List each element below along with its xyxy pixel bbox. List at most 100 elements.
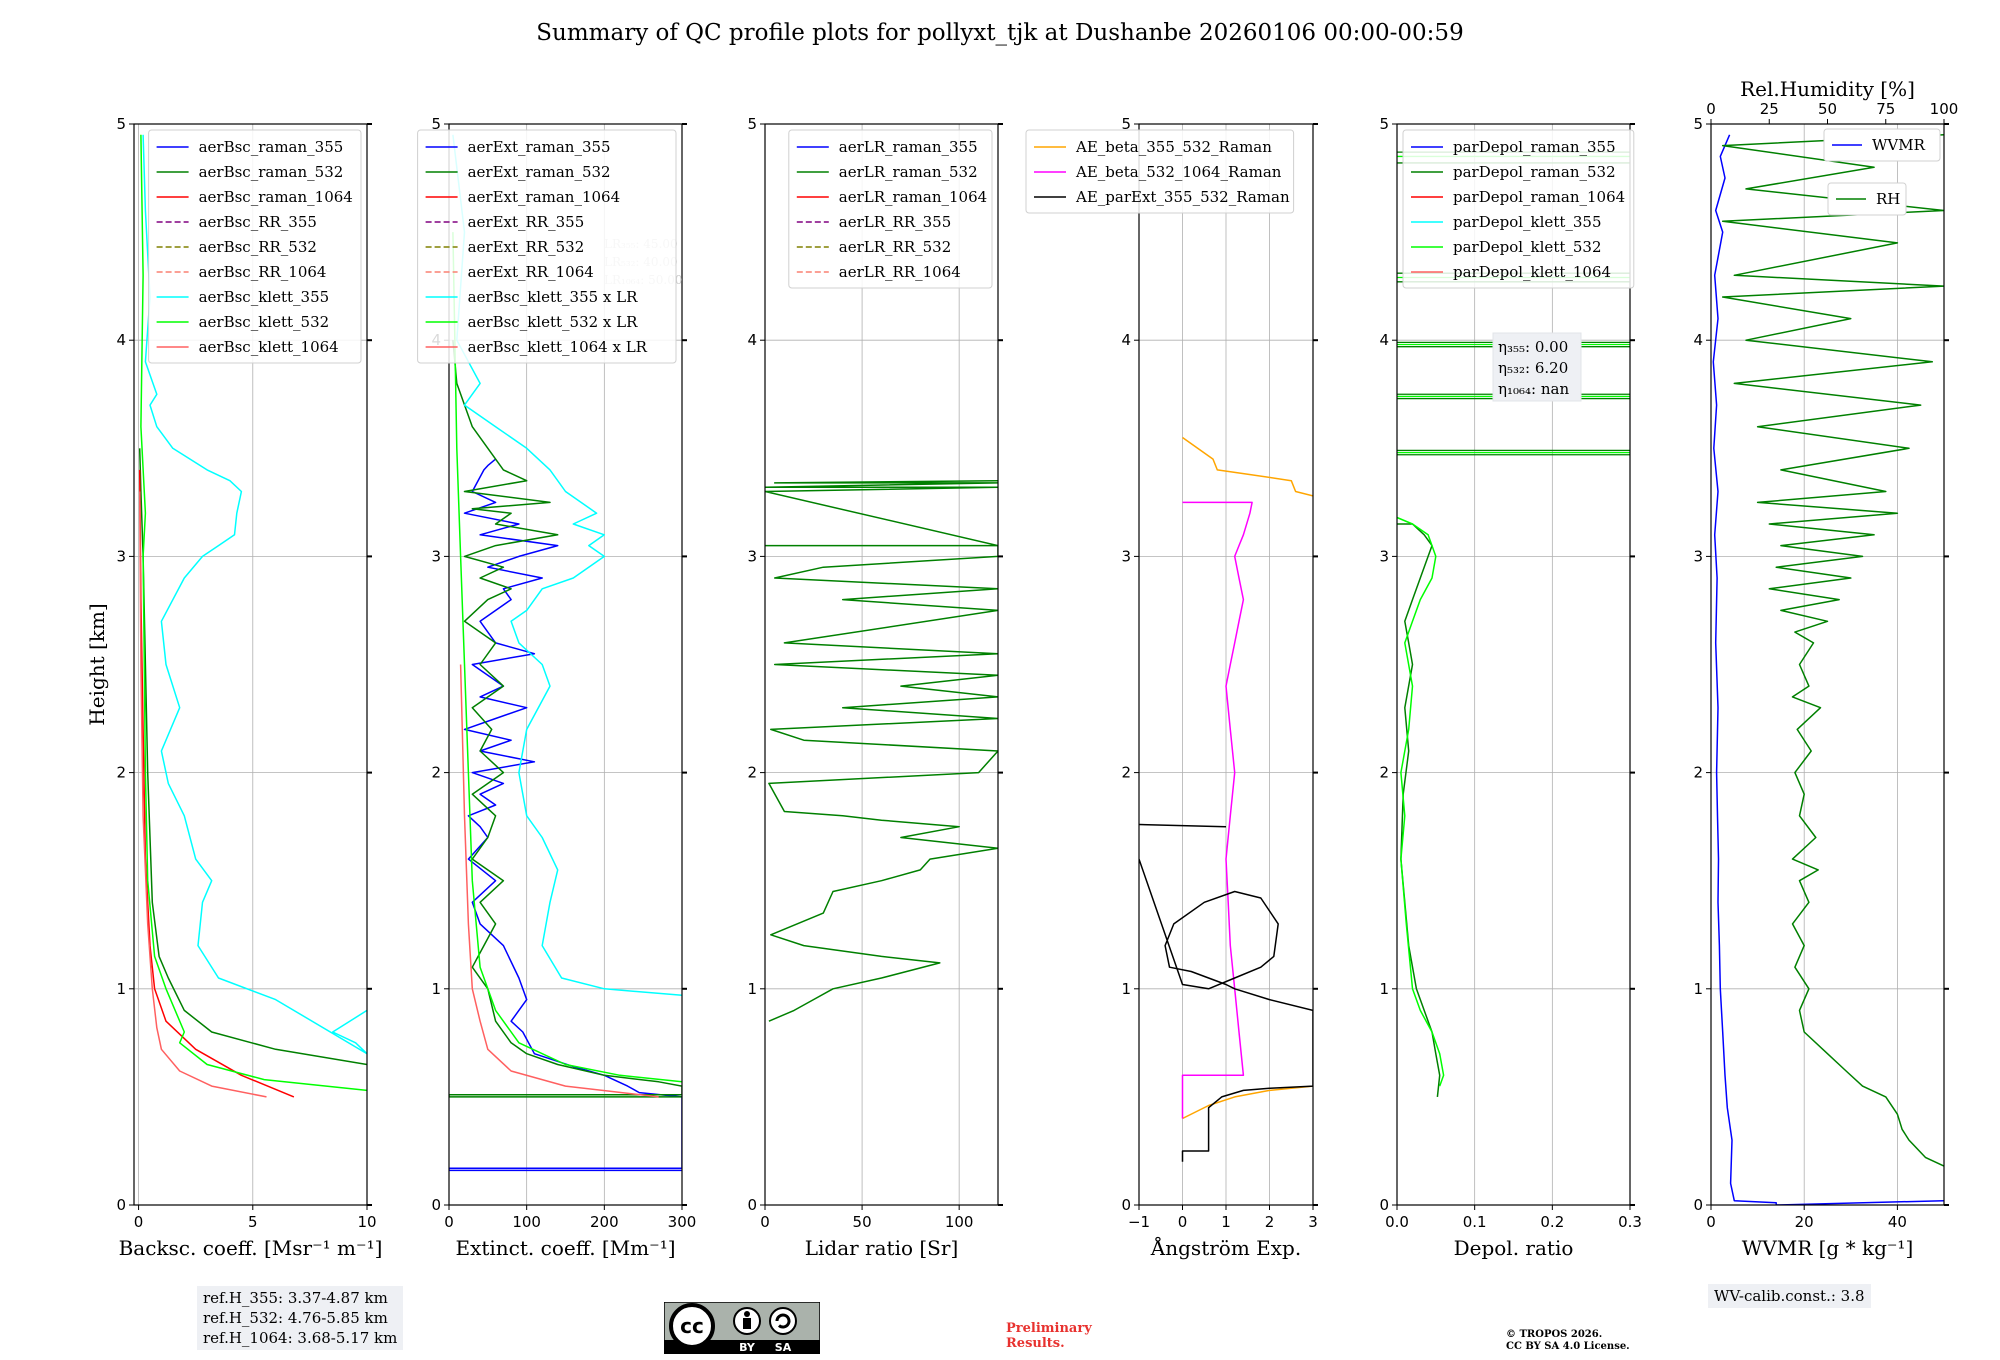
legend-label: aerExt_RR_355 — [468, 213, 585, 231]
preliminary-line-1: Preliminary — [1006, 1321, 1092, 1336]
refh-1064: ref.H_1064: 3.68-5.17 km — [203, 1329, 398, 1347]
cc-letters: cc — [680, 1314, 704, 1338]
preliminary-results-note: Preliminary Results. — [1006, 1321, 1092, 1351]
x-axis-label: WVMR [g * kg⁻¹] — [1742, 1236, 1914, 1260]
legend-box — [788, 129, 993, 289]
y-tick-label: 5 — [1693, 115, 1703, 133]
cc-circle-icon — [669, 1303, 715, 1349]
legend-label: aerExt_raman_1064 — [468, 188, 621, 206]
top-x-tick-label: 50 — [1818, 100, 1837, 118]
x-tick-label: 5 — [248, 1213, 258, 1231]
panel-1: 0 5 10 0 1 2 3 4 5 Backsc. coeff. [Msr⁻¹ m⁻¹] Heig… — [85, 115, 382, 1260]
y-tick-label: 4 — [1121, 331, 1131, 349]
series-group — [1712, 134, 1944, 1205]
series-aerbsc-klett-355 — [142, 134, 367, 1055]
series-aerbsc-raman-1064 — [138, 469, 295, 1098]
panel-3: 0 50 100 0 1 2 3 4 5 Lidar ratio [Sr] aerLR_raman_… — [747, 115, 1003, 1260]
series-aerbsc-klett-532-x-lr — [452, 232, 682, 1083]
x-tick-label: 1 — [1221, 1213, 1231, 1231]
y-tick-label: 2 — [747, 764, 757, 782]
series-pardepol-klett-532 — [1397, 516, 1445, 1087]
legend-label: aerBsc_klett_532 x LR — [468, 313, 639, 331]
copyright-line-2: CC BY SA 4.0 License. — [1506, 1341, 1630, 1352]
top-x-tick-label: 75 — [1876, 100, 1895, 118]
refh-532: ref.H_532: 4.76-5.85 km — [203, 1309, 388, 1327]
y-tick-label: 2 — [431, 764, 441, 782]
series-group — [449, 134, 682, 1172]
legend-label: RH — [1876, 190, 1900, 208]
series-group — [1397, 151, 1630, 1097]
y-tick-label: 0 — [1379, 1196, 1389, 1214]
legend-label: aerLR_RR_532 — [839, 238, 951, 256]
x-tick-label: 0.3 — [1618, 1213, 1642, 1231]
legend-label: parDepol_raman_355 — [1453, 138, 1616, 156]
y-tick-label: 1 — [116, 980, 126, 998]
series-ae-beta-355-532-raman-segment — [1182, 436, 1313, 497]
series-aerext-raman-532 — [449, 340, 682, 1098]
y-tick-label: 5 — [1379, 115, 1389, 133]
legend-label: aerExt_RR_532 — [468, 238, 585, 256]
legend-label: parDepol_klett_1064 — [1453, 263, 1611, 281]
refh-355: ref.H_355: 3.37-4.87 km — [203, 1289, 388, 1307]
x-tick-label: 0.0 — [1385, 1213, 1409, 1231]
top-x-axis-label: Rel.Humidity [%] — [1740, 77, 1915, 101]
axes-frame — [764, 123, 999, 1206]
y-tick-label: 2 — [1379, 764, 1389, 782]
y-tick-label: 5 — [1121, 115, 1131, 133]
y-tick-label: 5 — [747, 115, 757, 133]
person-body-icon — [743, 1318, 751, 1329]
y-axis-label: Height [km] — [85, 603, 109, 725]
legend-label: AE_beta_355_532_Raman — [1075, 138, 1272, 156]
series-aerext-raman-355 — [449, 458, 682, 1172]
x-tick-label: 3 — [1308, 1213, 1318, 1231]
y-tick-label: 2 — [116, 764, 126, 782]
y-tick-label: 0 — [116, 1196, 126, 1214]
y-tick-label: 1 — [431, 980, 441, 998]
legend-box — [148, 129, 362, 364]
eta-value: η₁₀₆₄: nan — [1498, 380, 1569, 398]
series-aerbsc-klett-1064-x-lr — [459, 664, 659, 1098]
legend-label: aerLR_RR_1064 — [839, 263, 961, 281]
y-tick-label: 4 — [116, 331, 126, 349]
preliminary-line-2: Results. — [1006, 1336, 1065, 1351]
x-tick-label: 0.1 — [1463, 1213, 1487, 1231]
legend-box — [417, 129, 677, 364]
series-group — [1139, 436, 1313, 1162]
series-wvmr — [1712, 134, 1944, 1205]
legend-label: WVMR — [1872, 136, 1926, 154]
legend-label: aerExt_raman_532 — [468, 163, 611, 181]
legend-label: aerBsc_raman_355 — [199, 138, 344, 156]
y-tick-label: 0 — [747, 1196, 757, 1214]
y-tick-label: 0 — [1121, 1196, 1131, 1214]
y-tick-label: 4 — [747, 331, 757, 349]
x-tick-label: 50 — [853, 1213, 872, 1231]
sa-label: SA — [775, 1341, 792, 1354]
series-ae-parext-355-532-raman-segment — [1139, 823, 1227, 828]
series-rh — [1721, 134, 1944, 1167]
legend-label: AE_beta_532_1064_Raman — [1075, 163, 1282, 181]
y-tick-label: 2 — [1693, 764, 1703, 782]
series-aerbsc-klett-532 — [140, 134, 367, 1092]
wv-calibration-box: WV-calib.const.: 3.8 — [1708, 1284, 1871, 1308]
x-tick-label: 0 — [1706, 1213, 1716, 1231]
eta-value: η₅₃₂: 6.20 — [1498, 359, 1568, 377]
series-ae-beta-532-1064-raman — [1181, 501, 1253, 1119]
y-tick-label: 5 — [116, 115, 126, 133]
axes-frame — [1710, 123, 1945, 1206]
x-tick-label: 300 — [668, 1213, 697, 1231]
legend-box — [1402, 129, 1635, 289]
x-tick-label: 0 — [1178, 1213, 1188, 1231]
x-axis-label: Lidar ratio [Sr] — [805, 1236, 959, 1260]
x-tick-label: 200 — [590, 1213, 619, 1231]
wv-calib-text: WV-calib.const.: 3.8 — [1714, 1287, 1865, 1305]
y-tick-label: 3 — [116, 547, 126, 565]
legend-label: aerBsc_raman_1064 — [199, 188, 353, 206]
legend-box — [1025, 129, 1295, 214]
y-tick-label: 1 — [1379, 980, 1389, 998]
y-tick-label: 3 — [747, 547, 757, 565]
x-tick-label: 0 — [760, 1213, 770, 1231]
share-alike-icon — [769, 1307, 797, 1335]
y-tick-label: 2 — [1121, 764, 1131, 782]
series-aerbsc-klett-1064 — [138, 491, 267, 1098]
